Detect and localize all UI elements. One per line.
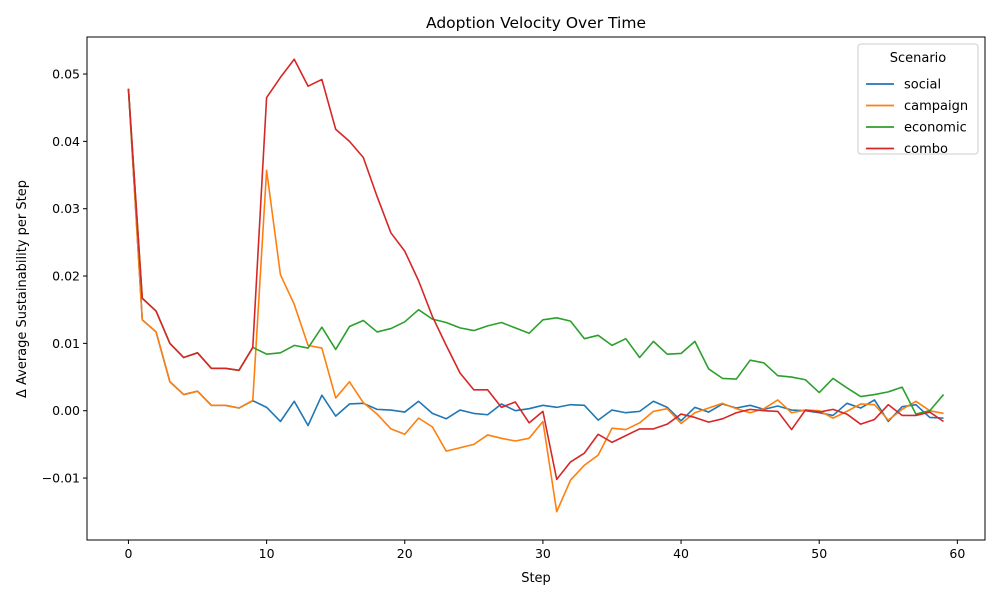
y-tick-label: 0.05: [52, 67, 80, 82]
legend: Scenario social campaign economic combo: [857, 43, 979, 157]
plot-frame: [86, 36, 986, 541]
chart-title: Adoption Velocity Over Time: [426, 14, 646, 32]
legend-label-social: social: [904, 78, 941, 93]
legend-entries: social campaign economic combo: [866, 78, 968, 157]
legend-label-campaign: campaign: [904, 99, 968, 114]
legend-title: Scenario: [890, 51, 947, 66]
y-axis: −0.01 0.00 0.01 0.02 0.03 0.04 0.05: [42, 67, 87, 486]
x-tick-label: 30: [535, 546, 551, 561]
x-tick-label: 40: [673, 546, 689, 561]
x-tick-label: 20: [397, 546, 413, 561]
x-tick-label: 10: [259, 546, 275, 561]
y-tick-label: 0.04: [52, 134, 80, 149]
x-axis: 0 10 20 30 40 50 60: [124, 540, 965, 561]
legend-label-combo: combo: [904, 142, 948, 157]
x-tick-label: 0: [124, 546, 132, 561]
series-line-economic: [127, 88, 945, 415]
y-tick-label: 0.00: [52, 403, 80, 418]
x-tick-label: 60: [949, 546, 965, 561]
y-tick-label: 0.01: [52, 336, 80, 351]
series-line-combo: [127, 58, 945, 481]
plot-lines: [127, 58, 945, 513]
legend-label-economic: economic: [904, 121, 967, 136]
y-tick-label: −0.01: [42, 471, 80, 486]
y-tick-label: 0.02: [52, 269, 80, 284]
x-tick-label: 50: [811, 546, 827, 561]
y-axis-label: Δ Average Sustainability per Step: [15, 180, 30, 398]
x-axis-label: Step: [521, 571, 551, 586]
y-tick-label: 0.03: [52, 201, 80, 216]
